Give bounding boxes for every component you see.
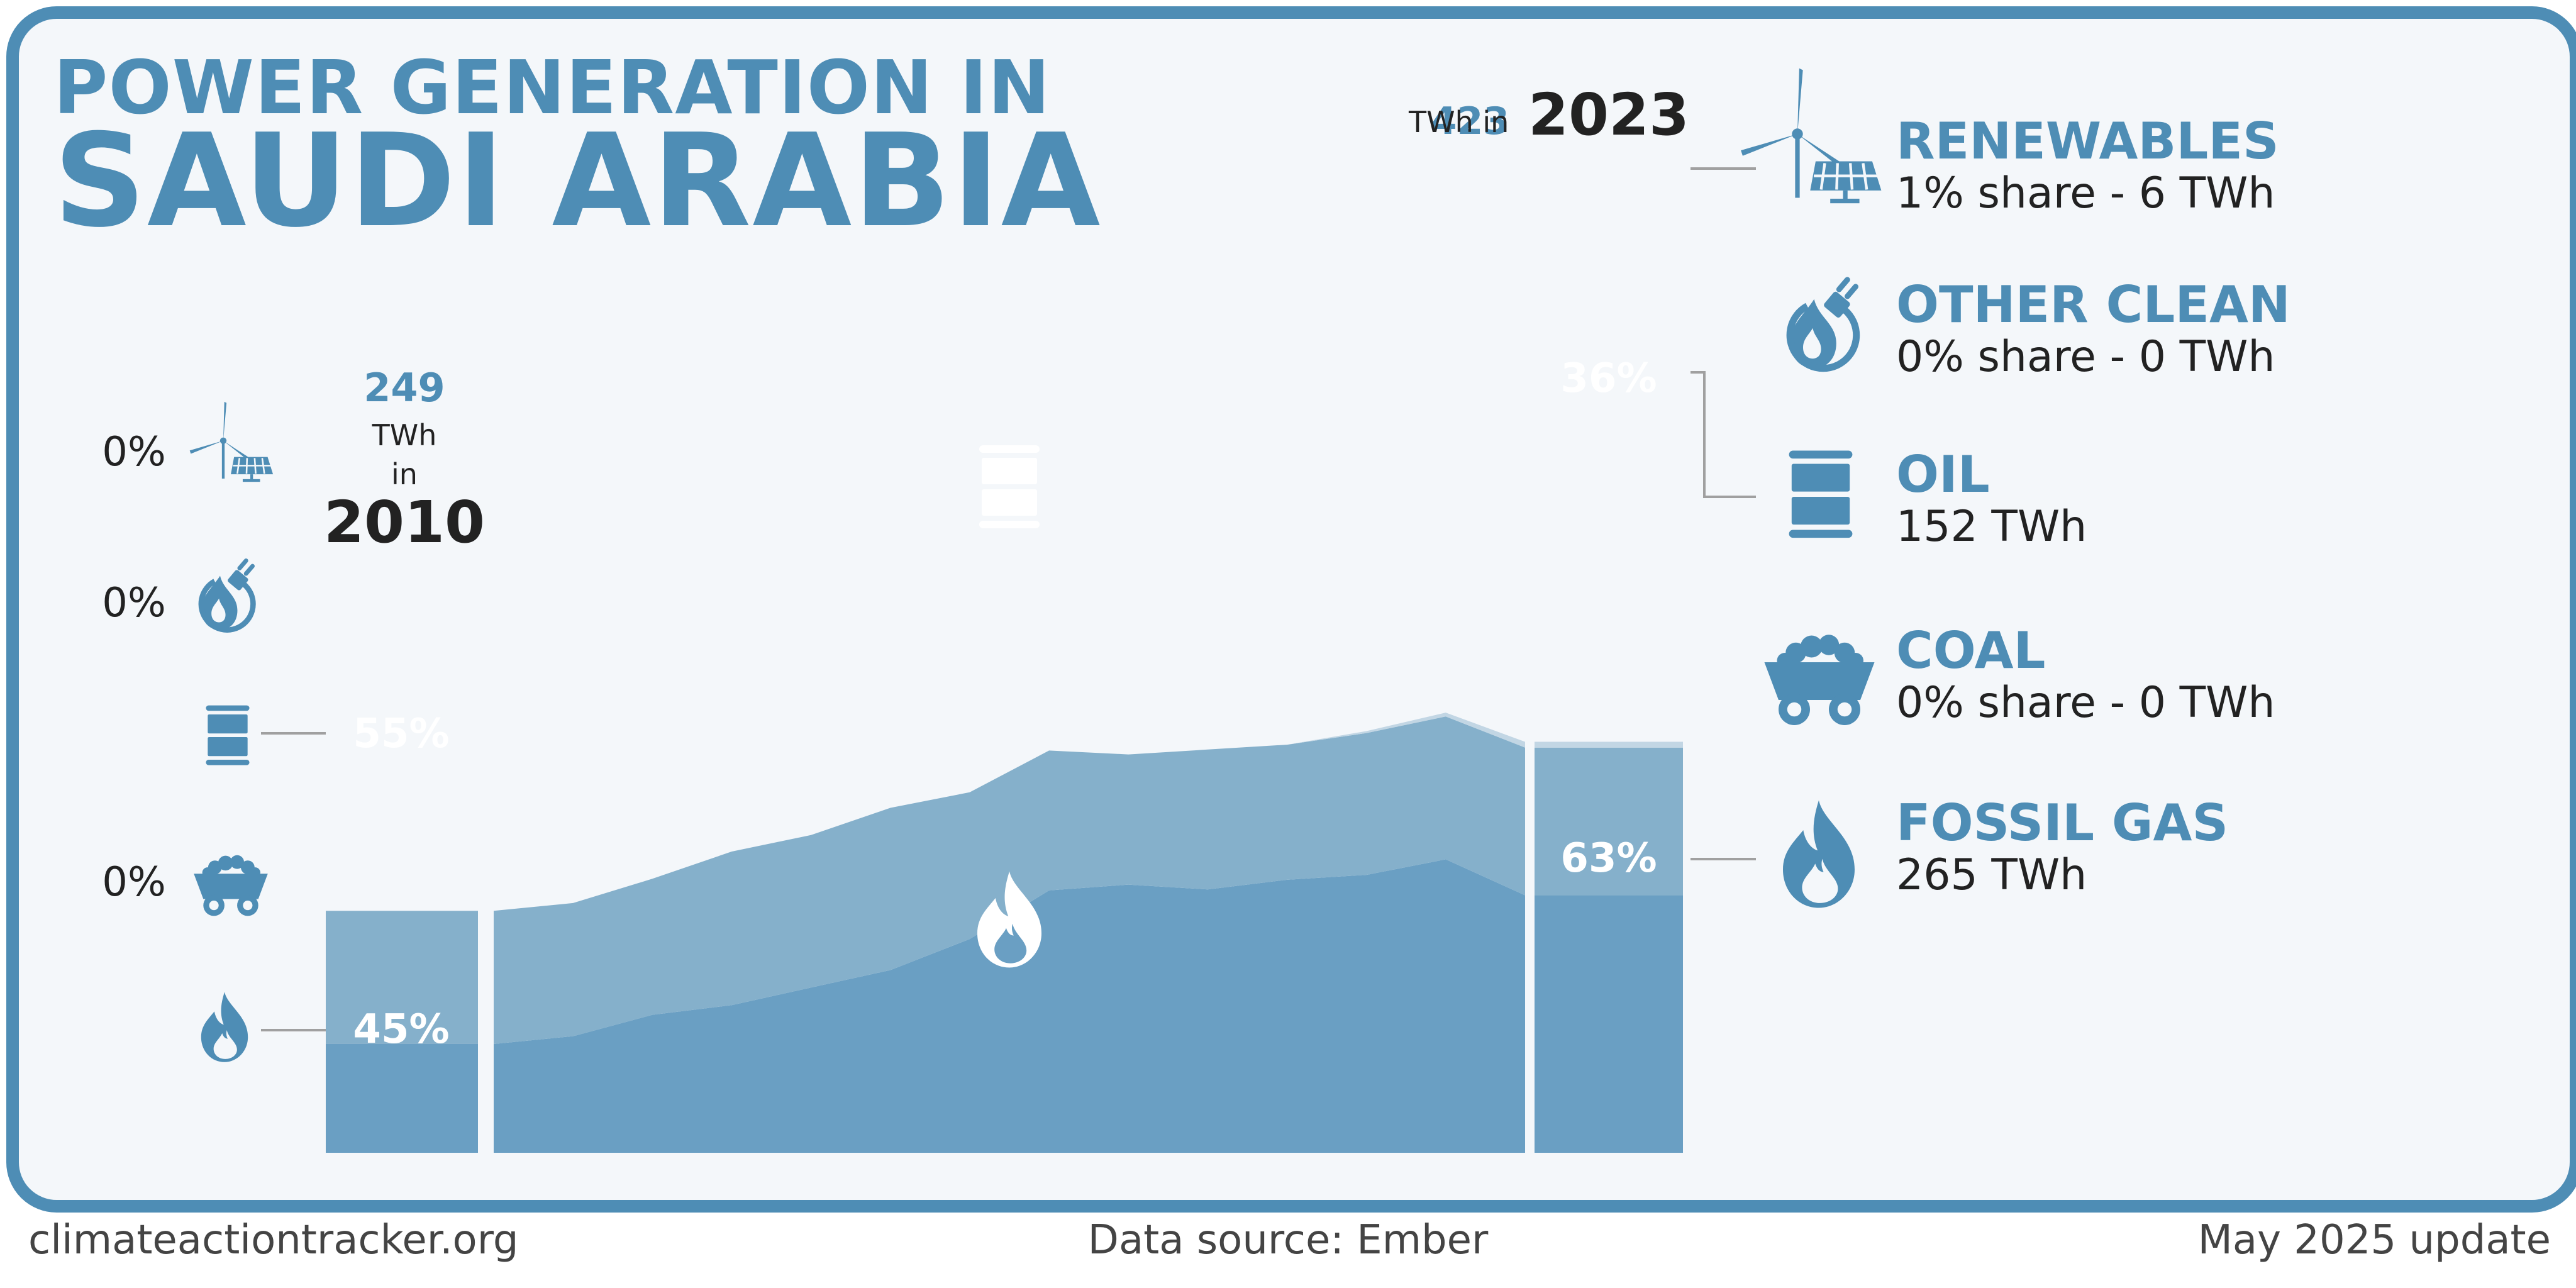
wind-solar-icon bbox=[1741, 69, 1881, 204]
leader-line bbox=[1690, 371, 1756, 498]
flame-icon bbox=[1783, 800, 1855, 908]
footer-site-link[interactable]: climateactiontracker.org bbox=[28, 1217, 519, 1263]
legend-other-clean-title: OTHER CLEAN bbox=[1896, 275, 2290, 334]
end-unit: TWh in bbox=[1408, 105, 1509, 139]
legend-fossil-gas-title: FOSSIL GAS bbox=[1896, 794, 2229, 852]
oil-barrel-icon bbox=[206, 705, 250, 765]
start-coal-share: 0% bbox=[102, 859, 166, 906]
plug-leaf-icon bbox=[1790, 280, 1857, 369]
oil-barrel-icon bbox=[979, 445, 1040, 528]
coal-cart-icon bbox=[194, 855, 268, 916]
bar-2023-gas bbox=[1535, 895, 1683, 1153]
start-year: 2010 bbox=[324, 489, 485, 556]
bar-2010-gas bbox=[326, 1043, 478, 1153]
start-other-clean-share: 0% bbox=[102, 580, 166, 626]
start-renewables-share: 0% bbox=[102, 429, 166, 475]
end-gas-share: 63% bbox=[1560, 835, 1657, 882]
end-total: 423 bbox=[1431, 99, 1509, 143]
plug-leaf-icon bbox=[201, 560, 253, 630]
end-year: 2023 bbox=[1528, 81, 1689, 148]
wind-solar-icon bbox=[189, 401, 274, 483]
area-fossil-gas bbox=[494, 859, 1525, 1153]
legend-coal-title: COAL bbox=[1896, 621, 2046, 680]
title-line-2: SAUDI ARABIA bbox=[53, 107, 1102, 256]
svg-text:423: 423 bbox=[1431, 99, 1509, 143]
legend-coal-value: 0% share - 0 TWh bbox=[1896, 678, 2275, 728]
oil-barrel-icon bbox=[1789, 450, 1853, 538]
coal-cart-icon bbox=[1764, 635, 1875, 725]
flame-icon bbox=[977, 871, 1041, 968]
footer-update: May 2025 update bbox=[2197, 1217, 2551, 1263]
bar-2023-oil bbox=[1535, 747, 1683, 896]
start-total: 249 bbox=[364, 365, 445, 411]
start-in: in bbox=[391, 457, 418, 491]
bar-2010-oil bbox=[326, 911, 478, 1044]
start-unit: TWh bbox=[372, 418, 437, 452]
legend-renewables-title: RENEWABLES bbox=[1896, 112, 2279, 170]
legend-other-clean-value: 0% share - 0 TWh bbox=[1896, 332, 2275, 382]
legend-oil-value: 152 TWh bbox=[1896, 502, 2087, 552]
legend-renewables-value: 1% share - 6 TWh bbox=[1896, 169, 2275, 218]
end-oil-share: 36% bbox=[1560, 355, 1657, 402]
start-gas-share: 45% bbox=[353, 1006, 449, 1053]
start-oil-share: 55% bbox=[353, 711, 449, 757]
footer-source: Data source: Ember bbox=[1087, 1217, 1489, 1263]
bar-2023-renewables bbox=[1535, 741, 1683, 748]
legend-fossil-gas-value: 265 TWh bbox=[1896, 850, 2087, 900]
legend-oil-title: OIL bbox=[1896, 445, 1990, 504]
title-line-1: POWER GENERATION IN bbox=[53, 44, 1051, 131]
flame-icon bbox=[201, 992, 248, 1062]
